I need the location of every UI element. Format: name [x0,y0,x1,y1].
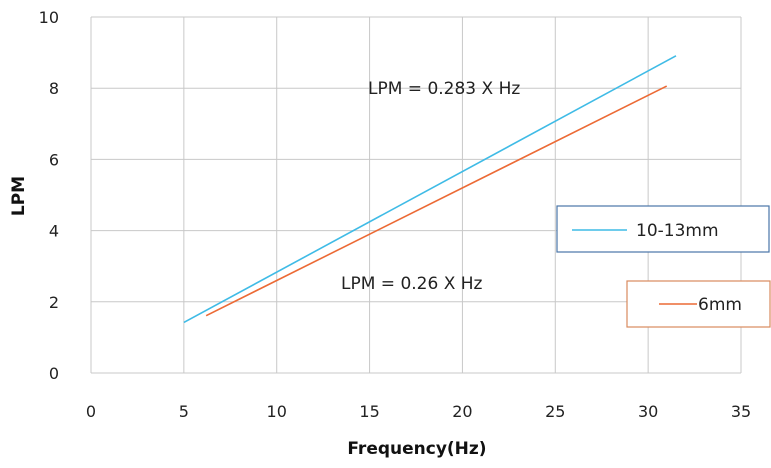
x-tick-label-10: 10 [267,402,287,421]
x-tick-label-25: 25 [545,402,565,421]
y-tick-label-6: 6 [49,150,59,169]
tick-labels: 0 5 10 15 20 25 30 35 0 2 4 6 8 10 [39,8,752,421]
x-tick-label-0: 0 [86,402,96,421]
legend-label-6mm: 6mm [698,295,742,315]
x-tick-label-20: 20 [452,402,472,421]
legend-label-10-13mm: 10-13mm [636,221,719,241]
x-tick-label-35: 35 [731,402,751,421]
annotation-10-13mm-equation: LPM = 0.283 X Hz [368,79,520,99]
series-lines [183,55,677,324]
series-line-10-13mm [183,55,677,324]
y-axis-title: LPM [9,176,29,216]
x-tick-label-15: 15 [359,402,379,421]
y-tick-label-4: 4 [49,222,59,241]
annotation-6mm-equation: LPM = 0.26 X Hz [341,274,483,294]
x-axis-title: Frequency(Hz) [347,439,486,459]
series-line-6mm [205,85,668,317]
y-tick-label-0: 0 [49,364,59,383]
x-tick-label-5: 5 [179,402,189,421]
legend-item-10-13mm: 10-13mm [556,205,770,253]
y-tick-label-8: 8 [49,79,59,98]
legend-item-6mm: 6mm [626,280,771,328]
x-tick-label-30: 30 [638,402,658,421]
y-tick-label-2: 2 [49,293,59,312]
y-tick-label-10: 10 [39,8,59,27]
